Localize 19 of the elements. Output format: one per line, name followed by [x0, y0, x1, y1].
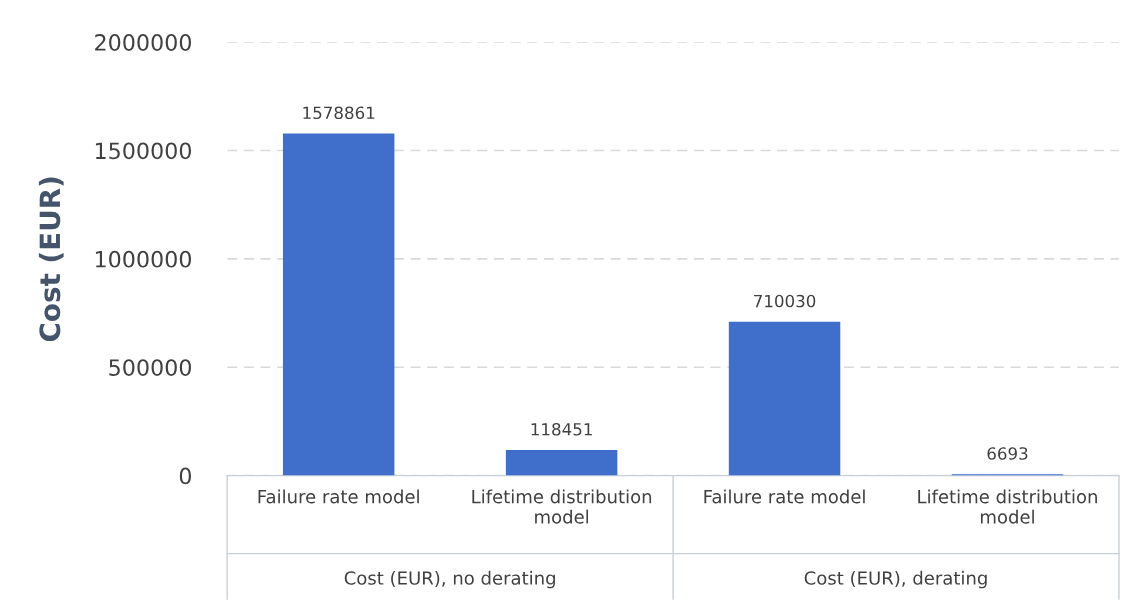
y-tick-label: 1000000 — [95, 250, 191, 268]
y-tick-label: 2000000 — [95, 34, 191, 51]
text: Cost (EUR), no derating — [344, 570, 555, 589]
data-label: 6693 — [987, 447, 1028, 460]
x-tick-label: Failure rate model — [704, 489, 865, 504]
y-tick-label: 500000 — [109, 359, 191, 376]
bar — [728, 321, 841, 476]
y-tick-label: 1500000 — [95, 142, 191, 160]
data-label: 118451 — [531, 422, 592, 436]
data-label: 710030 — [754, 294, 816, 308]
y-axis-title: Cost (EUR) — [38, 177, 64, 342]
x-tick-label: Failure rate model — [258, 489, 419, 504]
x-tick-label: Lifetime distribution model — [472, 489, 652, 524]
text: Cost (EUR), derating — [804, 570, 987, 589]
bar — [505, 449, 618, 476]
bar — [282, 133, 395, 476]
y-tick-label: 0 — [179, 467, 191, 485]
data-label: 1578861 — [303, 106, 375, 120]
x-tick-label: Lifetime distribution model — [918, 489, 1097, 524]
